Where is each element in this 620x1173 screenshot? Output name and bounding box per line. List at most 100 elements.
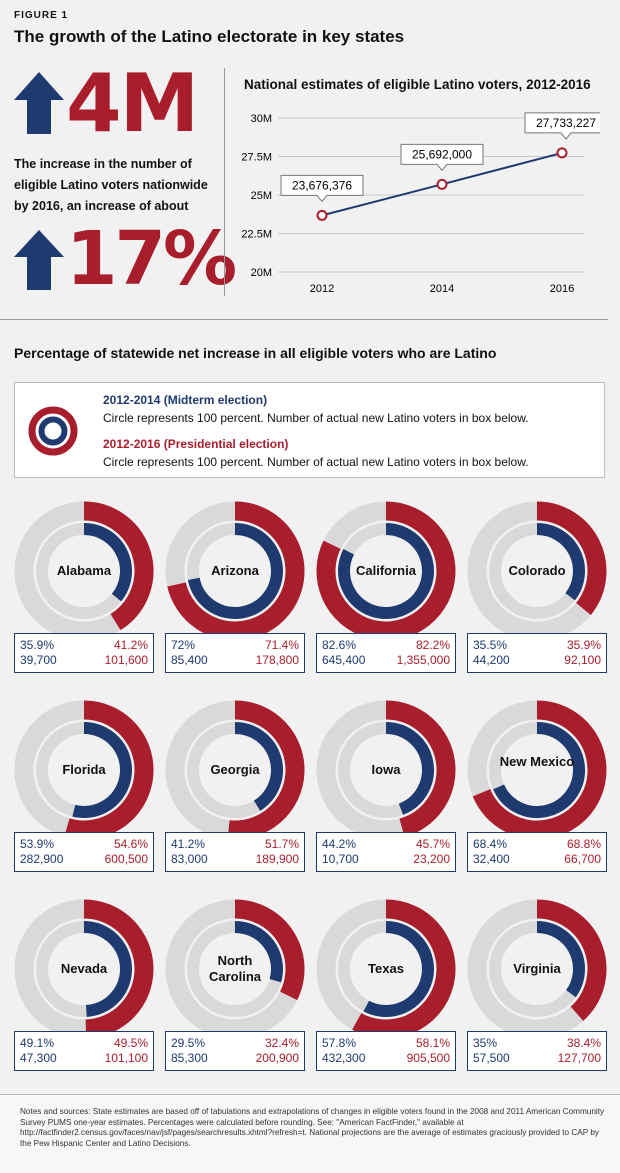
state-values-box: 53.9% 54.6% 282,900 600,500	[14, 832, 154, 872]
presidential-pct: 49.5%	[113, 1036, 148, 1050]
callout-box	[524, 112, 600, 140]
state-values-box: 72% 71.4% 85,400 178,800	[165, 633, 305, 673]
presidential-voters: 200,900	[255, 1051, 299, 1065]
state-values-box: 44.2% 45.7% 10,700 23,200	[316, 832, 456, 872]
state-name: New Mexico	[499, 754, 575, 769]
state-values-box: 35.5% 35.9% 44,200 92,100	[467, 633, 607, 673]
data-label: 25,692,000	[412, 147, 472, 161]
y-tick-label: 20M	[251, 267, 272, 279]
presidential-arc	[316, 501, 456, 641]
presidential-arc	[83, 501, 154, 631]
midterm-arc	[234, 722, 283, 811]
legend-ring-icon	[28, 406, 78, 456]
presidential-pct: 54.6%	[113, 837, 148, 851]
data-label: 27,733,227	[536, 116, 596, 130]
data-point	[316, 209, 328, 221]
legend-presidential-desc: Circle represents 100 percent. Number of…	[103, 455, 529, 469]
midterm-arc	[187, 523, 283, 619]
stat-description: The increase in the number of eligible L…	[14, 157, 208, 213]
presidential-voters: 905,500	[406, 1051, 450, 1065]
state-ring-chart	[14, 501, 154, 641]
up-arrow-icon	[14, 230, 64, 290]
state-ring-chart	[467, 899, 607, 1039]
presidential-pct: 58.1%	[415, 1036, 450, 1050]
state-name: Georgia	[210, 762, 260, 777]
data-point	[436, 178, 448, 190]
midterm-pct: 41.2%	[171, 837, 206, 851]
stat-increase-count: 4M	[66, 57, 199, 150]
state-ring-chart	[316, 899, 456, 1039]
midterm-voters: 39,700	[20, 653, 57, 667]
figure-label: FIGURE 1	[14, 10, 69, 21]
presidential-pct: 51.7%	[264, 837, 299, 851]
presidential-arc	[234, 899, 305, 1001]
state-ring-chart	[316, 501, 456, 641]
presidential-pct: 35.9%	[566, 638, 601, 652]
presidential-voters: 92,100	[564, 653, 601, 667]
presidential-arc	[536, 899, 607, 1021]
presidential-pct: 45.7%	[415, 837, 450, 851]
state-values-box: 68.4% 68.8% 32,400 66,700	[467, 832, 607, 872]
y-tick-label: 30M	[251, 113, 272, 125]
presidential-voters: 1,355,000	[396, 653, 450, 667]
state-name: Iowa	[371, 762, 401, 777]
state-name: Virginia	[513, 961, 561, 976]
state-values-box: 41.2% 51.7% 83,000 189,900	[165, 832, 305, 872]
presidential-arc	[536, 501, 607, 615]
midterm-voters: 57,500	[473, 1051, 510, 1065]
presidential-voters: 600,500	[104, 852, 148, 866]
midterm-voters: 32,400	[473, 852, 510, 866]
state-name: Colorado	[508, 563, 566, 578]
y-tick-label: 27.5M	[241, 152, 272, 164]
state-name: Alabama	[56, 563, 112, 578]
midterm-pct: 29.5%	[171, 1036, 206, 1050]
presidential-arc	[385, 700, 456, 837]
x-tick-label: 2016	[550, 283, 574, 295]
midterm-voters: 44,200	[473, 653, 510, 667]
presidential-voters: 101,100	[104, 1051, 148, 1065]
state-values-box: 35.9% 41.2% 39,700 101,600	[14, 633, 154, 673]
midterm-voters: 10,700	[322, 852, 359, 866]
presidential-arc	[83, 899, 154, 1039]
section-title: Percentage of statewide net increase in …	[14, 345, 497, 361]
midterm-pct: 82.6%	[322, 638, 357, 652]
midterm-pct: 72%	[171, 638, 196, 652]
line-chart-title: National estimates of eligible Latino vo…	[244, 77, 591, 92]
presidential-pct: 68.8%	[566, 837, 601, 851]
state-name: Florida	[62, 762, 106, 777]
midterm-arc	[493, 722, 585, 818]
state-ring-chart	[165, 700, 305, 840]
midterm-voters: 85,300	[171, 1051, 208, 1065]
presidential-voters: 178,800	[255, 653, 299, 667]
presidential-pct: 41.2%	[113, 638, 148, 652]
midterm-pct: 35.5%	[473, 638, 508, 652]
midterm-arc	[536, 523, 585, 601]
callout-box	[280, 174, 364, 203]
presidential-voters: 101,600	[104, 653, 148, 667]
state-ring-chart	[165, 899, 305, 1039]
notes-text: Notes and sources: State estimates are b…	[20, 1107, 605, 1148]
midterm-voters: 282,900	[20, 852, 64, 866]
state-ring-chart	[14, 700, 154, 840]
presidential-arc	[352, 899, 456, 1039]
x-tick-label: 2012	[310, 283, 334, 295]
state-values-box: 82.6% 82.2% 645,400 1,355,000	[316, 633, 456, 673]
up-arrow-icon	[14, 72, 64, 134]
midterm-voters: 47,300	[20, 1051, 57, 1065]
midterm-arc	[338, 523, 434, 619]
midterm-pct: 53.9%	[20, 837, 55, 851]
presidential-arc	[167, 501, 305, 641]
line-chart: 30M 27.5M 25M 22.5M 20M 2012 2014 2016 23,676,37…	[241, 112, 600, 295]
midterm-arc	[363, 921, 434, 1017]
midterm-voters: 83,000	[171, 852, 208, 866]
presidential-arc	[227, 700, 305, 840]
midterm-arc	[72, 722, 132, 818]
midterm-voters: 645,400	[322, 653, 366, 667]
midterm-pct: 35.9%	[20, 638, 55, 652]
midterm-pct: 35%	[473, 1036, 498, 1050]
state-ring-chart	[316, 700, 456, 840]
divider	[0, 319, 608, 320]
presidential-voters: 23,200	[413, 852, 450, 866]
presidential-voters: 189,900	[255, 852, 299, 866]
callout-box	[400, 143, 484, 172]
